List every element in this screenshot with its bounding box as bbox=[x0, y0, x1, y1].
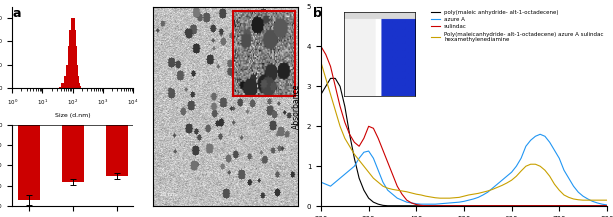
azure A bbox=[375, 169, 382, 171]
poly(maleic anhydride- alt-1-octadecene) bbox=[498, 204, 506, 207]
Poly(maleicanhydride- alt-1-octadecene) azure A sulindac
hexamethylenediamine bbox=[470, 193, 477, 196]
azure A bbox=[570, 185, 577, 187]
Bar bbox=[64, 76, 68, 88]
Bar bbox=[74, 65, 78, 88]
azure A bbox=[417, 203, 425, 205]
Legend: poly(maleic anhydride- alt-1-octadecene), azure A, sulindac, Poly(maleicanhydrid: poly(maleic anhydride- alt-1-octadecene)… bbox=[429, 8, 606, 45]
poly(maleic anhydride- alt-1-octadecene) bbox=[574, 204, 582, 207]
Poly(maleicanhydride- alt-1-octadecene) azure A sulindac
hexamethylenediamine bbox=[375, 181, 382, 184]
poly(maleic anhydride- alt-1-octadecene) bbox=[384, 204, 391, 207]
poly(maleic anhydride- alt-1-octadecene) bbox=[327, 77, 334, 80]
Bar bbox=[69, 30, 73, 88]
Line: sulindac: sulindac bbox=[321, 46, 607, 206]
Text: a: a bbox=[12, 7, 21, 20]
Line: poly(maleic anhydride- alt-1-octadecene): poly(maleic anhydride- alt-1-octadecene) bbox=[321, 78, 607, 206]
sulindac bbox=[318, 45, 325, 48]
Text: b: b bbox=[313, 7, 321, 20]
Poly(maleicanhydride- alt-1-octadecene) azure A sulindac
hexamethylenediamine bbox=[384, 187, 391, 189]
sulindac bbox=[493, 204, 501, 207]
Bar bbox=[70, 18, 75, 88]
poly(maleic anhydride- alt-1-octadecene) bbox=[479, 204, 487, 207]
Y-axis label: Absorbance: Absorbance bbox=[292, 84, 301, 129]
Bar bbox=[66, 65, 70, 88]
X-axis label: Size (d.nm): Size (d.nm) bbox=[55, 113, 91, 118]
sulindac bbox=[603, 204, 611, 207]
Bar bbox=[77, 87, 82, 88]
poly(maleic anhydride- alt-1-octadecene) bbox=[603, 204, 611, 207]
Line: azure A: azure A bbox=[321, 134, 607, 205]
Bar bbox=[76, 83, 80, 88]
Bar bbox=[105, 125, 128, 176]
Bar bbox=[77, 86, 81, 88]
Poly(maleicanhydride- alt-1-octadecene) azure A sulindac
hexamethylenediamine bbox=[417, 194, 425, 196]
sulindac bbox=[474, 204, 482, 207]
poly(maleic anhydride- alt-1-octadecene) bbox=[394, 204, 401, 207]
Poly(maleicanhydride- alt-1-octadecene) azure A sulindac
hexamethylenediamine bbox=[318, 61, 325, 64]
Poly(maleicanhydride- alt-1-octadecene) azure A sulindac
hexamethylenediamine bbox=[489, 188, 496, 191]
poly(maleic anhydride- alt-1-octadecene) bbox=[318, 93, 325, 96]
Poly(maleicanhydride- alt-1-octadecene) azure A sulindac
hexamethylenediamine bbox=[565, 196, 573, 199]
Bar bbox=[72, 30, 76, 88]
azure A bbox=[318, 181, 325, 184]
sulindac bbox=[384, 161, 391, 164]
sulindac bbox=[417, 204, 425, 207]
poly(maleic anhydride- alt-1-octadecene) bbox=[379, 204, 387, 207]
azure A bbox=[536, 133, 544, 136]
sulindac bbox=[570, 204, 577, 207]
Bar bbox=[73, 46, 77, 88]
Poly(maleicanhydride- alt-1-octadecene) azure A sulindac
hexamethylenediamine bbox=[603, 199, 611, 201]
Bar bbox=[67, 46, 72, 88]
Bar bbox=[62, 125, 84, 182]
Poly(maleicanhydride- alt-1-octadecene) azure A sulindac
hexamethylenediamine bbox=[579, 199, 587, 201]
sulindac bbox=[422, 204, 430, 207]
azure A bbox=[603, 204, 611, 206]
Line: Poly(maleicanhydride- alt-1-octadecene) azure A sulindac
hexamethylenediamine: Poly(maleicanhydride- alt-1-octadecene) … bbox=[321, 62, 607, 200]
Text: 20 nm: 20 nm bbox=[161, 192, 176, 197]
Bar bbox=[61, 83, 66, 88]
poly(maleic anhydride- alt-1-octadecene) bbox=[427, 204, 434, 207]
azure A bbox=[384, 189, 391, 191]
Bar bbox=[18, 125, 40, 200]
sulindac bbox=[375, 137, 382, 140]
Bar bbox=[75, 76, 79, 88]
azure A bbox=[489, 187, 496, 189]
Bar bbox=[58, 87, 63, 88]
azure A bbox=[470, 198, 477, 200]
